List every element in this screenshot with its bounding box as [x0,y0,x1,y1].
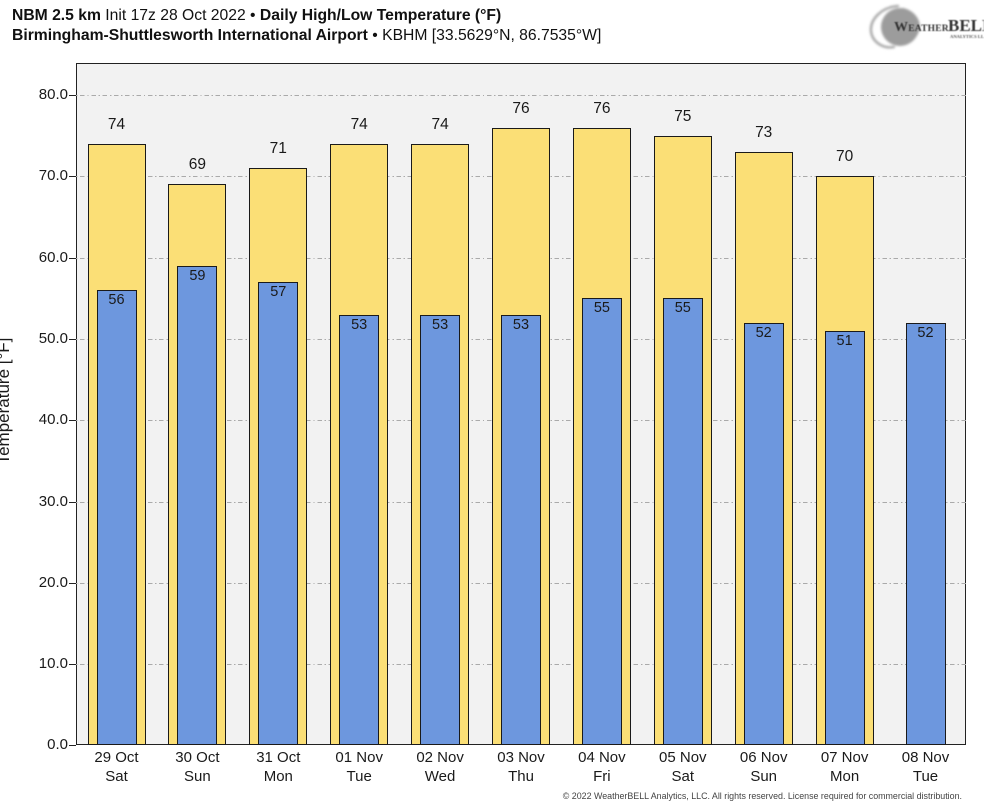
svg-text:ANALYTICS LLC: ANALYTICS LLC [950,34,984,39]
svg-text:WEATHER: WEATHER [894,20,949,35]
svg-text:BELL: BELL [948,16,984,35]
